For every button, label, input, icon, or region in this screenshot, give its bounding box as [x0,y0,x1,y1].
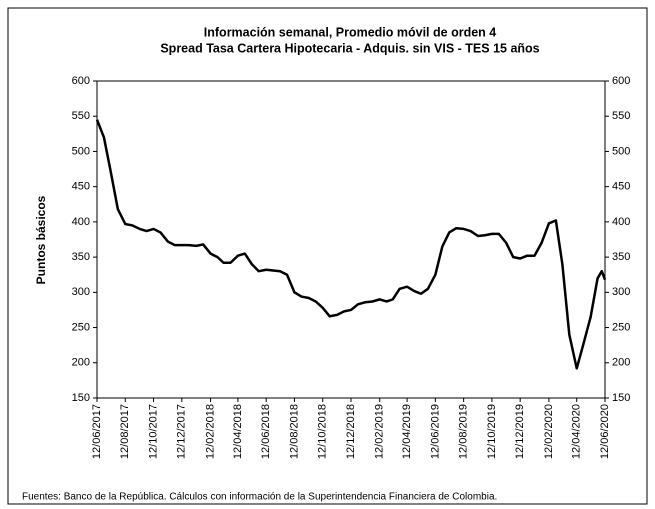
y-axis-title: Puntos básicos [34,195,48,284]
x-tick-label: 12/02/2020 [543,404,555,459]
y-tick-label: 250 [72,321,90,333]
source-note: Fuentes: Banco de la República. Cálculos… [22,492,497,503]
chart-border [7,7,648,505]
data-line [95,119,607,370]
y-tick-label: 450 [72,181,90,193]
x-tick-label: 12/08/2017 [119,404,131,459]
x-tick-label: 12/06/2018 [260,404,272,459]
y2-tick-label: 550 [612,110,630,122]
x-tick-label: 12/04/2020 [571,404,583,459]
chart-title: Información semanal, Promedio móvil de o… [204,25,496,39]
x-tick-label: 12/04/2019 [401,404,413,459]
x-tick-label: 12/06/2020 [599,404,611,459]
x-tick-label: 12/06/2017 [91,404,103,459]
x-tick-label: 12/08/2018 [288,404,300,459]
x-tick-label: 12/04/2018 [232,404,244,459]
y2-tick-label: 200 [612,357,630,369]
chart-subtitle: Spread Tasa Cartera Hipotecaria - Adquis… [160,41,539,55]
y2-tick-label: 250 [612,321,630,333]
y-tick-label: 300 [72,286,90,298]
y2-tick-label: 300 [612,286,630,298]
x-tick-label: 12/10/2019 [486,404,498,459]
x-tick-label: 12/06/2019 [429,404,441,459]
y2-tick-label: 350 [612,251,630,263]
x-tick-label: 12/02/2018 [204,404,216,459]
x-tick-label: 12/10/2017 [147,404,159,459]
y-tick-label: 500 [72,145,90,157]
x-tick-label: 12/10/2018 [317,404,329,459]
y-tick-label: 350 [72,251,90,263]
x-tick-label: 12/12/2019 [514,404,526,459]
y-tick-label: 200 [72,357,90,369]
x-tick-label: 12/12/2017 [176,404,188,459]
y-tick-label: 400 [72,216,90,228]
y2-tick-label: 400 [612,216,630,228]
y-tick-label: 550 [72,110,90,122]
x-tick-label: 12/12/2018 [345,404,357,459]
y-tick-label: 150 [72,392,90,404]
x-tick-label: 12/08/2019 [458,404,470,459]
y2-tick-label: 600 [612,75,630,87]
y2-tick-label: 150 [612,392,630,404]
y2-tick-label: 450 [612,181,630,193]
y-tick-label: 600 [72,75,90,87]
y2-tick-label: 500 [612,145,630,157]
x-tick-label: 12/02/2019 [374,404,386,459]
